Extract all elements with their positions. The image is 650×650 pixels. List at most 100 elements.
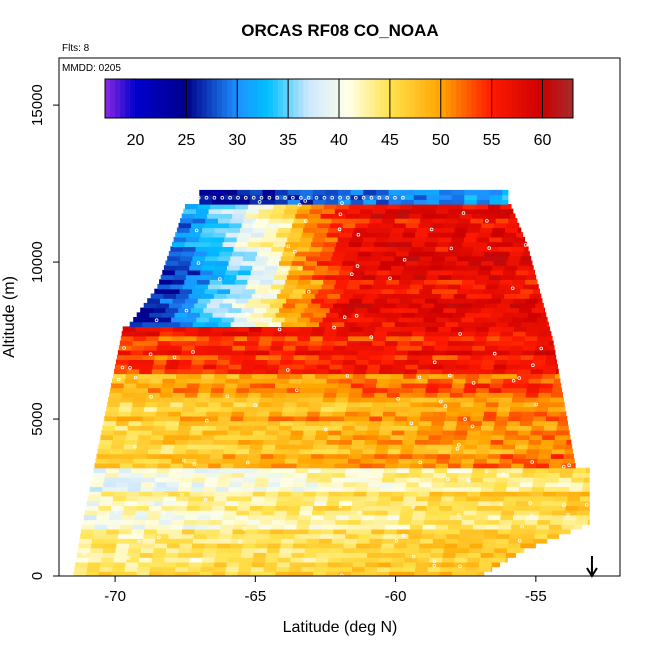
field-cell xyxy=(262,189,276,196)
field-cell xyxy=(342,260,356,266)
field-cell xyxy=(169,528,183,535)
field-cell xyxy=(420,321,434,327)
field-cell xyxy=(487,514,501,521)
field-cell xyxy=(315,557,329,563)
field-cell xyxy=(275,571,289,576)
sample-point xyxy=(172,355,177,360)
field-cell xyxy=(272,397,286,403)
field-cell xyxy=(433,533,447,539)
field-cell xyxy=(251,434,265,440)
field-cell xyxy=(390,373,404,379)
field-cell xyxy=(495,477,509,483)
field-cell xyxy=(271,524,285,530)
field-cell xyxy=(498,284,512,290)
field-cell xyxy=(177,430,191,436)
field-cell xyxy=(381,359,395,365)
field-cell xyxy=(180,354,194,360)
field-cell xyxy=(145,340,159,346)
field-cell xyxy=(436,519,450,525)
field-cell xyxy=(354,552,368,558)
sample-point xyxy=(411,504,416,509)
field-cell xyxy=(172,241,186,247)
field-cell xyxy=(212,312,226,318)
field-cell xyxy=(321,340,335,346)
field-cell xyxy=(331,255,345,262)
field-cell xyxy=(444,359,458,365)
field-cell xyxy=(396,251,410,257)
field-cell xyxy=(479,495,493,502)
field-cell xyxy=(405,425,419,431)
field-cell xyxy=(184,241,198,247)
field-cell xyxy=(516,232,524,238)
field-cell xyxy=(327,434,341,440)
colorbar-segment xyxy=(405,79,411,118)
field-cell xyxy=(512,241,526,247)
field-cell xyxy=(464,444,478,450)
field-cell xyxy=(187,312,201,318)
field-cell xyxy=(441,434,455,440)
field-cell xyxy=(200,500,214,506)
field-cell xyxy=(152,486,166,492)
field-cell xyxy=(486,397,500,403)
field-cell xyxy=(144,406,158,412)
field-cell xyxy=(375,274,389,280)
field-cell xyxy=(290,265,304,271)
field-cell xyxy=(271,401,285,408)
field-cell xyxy=(380,547,394,553)
field-cell xyxy=(242,359,256,365)
field-cell xyxy=(397,208,412,214)
field-cell xyxy=(114,425,129,431)
field-cell xyxy=(412,204,426,210)
field-cell xyxy=(292,481,306,488)
field-cell xyxy=(367,552,381,558)
field-cell xyxy=(193,350,207,356)
field-cell xyxy=(302,293,316,299)
colorbar-segment xyxy=(517,79,523,118)
field-cell xyxy=(206,472,220,478)
field-cell xyxy=(168,472,182,478)
field-cell xyxy=(86,566,101,572)
sample-point xyxy=(520,524,524,529)
field-cell xyxy=(219,528,234,535)
field-cell xyxy=(248,326,263,332)
field-cell xyxy=(358,528,372,535)
field-cell xyxy=(180,415,194,422)
field-cell xyxy=(308,467,322,473)
sample-point xyxy=(259,195,264,200)
field-cell xyxy=(111,571,125,576)
field-cell xyxy=(457,255,471,262)
field-cell xyxy=(389,232,403,238)
field-cell xyxy=(457,321,472,327)
sample-point xyxy=(369,195,374,200)
field-cell xyxy=(460,463,474,469)
field-cell xyxy=(415,434,430,440)
field-cell xyxy=(312,510,326,516)
sample-point xyxy=(567,463,571,468)
field-cell xyxy=(342,425,356,431)
field-cell xyxy=(162,566,176,572)
field-cell xyxy=(370,411,384,417)
field-cell xyxy=(297,519,311,525)
field-cell xyxy=(330,420,344,426)
field-cell xyxy=(291,552,305,558)
field-cell xyxy=(155,411,169,417)
field-cell xyxy=(118,467,132,473)
field-cell xyxy=(519,481,533,488)
field-cell xyxy=(308,406,322,412)
field-cell xyxy=(383,467,398,473)
field-cell xyxy=(295,528,309,535)
field-cell xyxy=(428,293,442,299)
field-cell xyxy=(181,213,195,219)
field-cell xyxy=(486,519,500,525)
y-tick-label: 5000 xyxy=(29,402,46,435)
field-cell xyxy=(527,382,541,389)
field-cell xyxy=(319,538,333,544)
field-cell xyxy=(87,561,101,568)
field-cell xyxy=(545,481,559,488)
field-cell xyxy=(120,397,134,403)
field-cell xyxy=(160,326,174,332)
field-cell xyxy=(168,350,182,356)
field-cell xyxy=(172,298,186,304)
field-cell xyxy=(507,481,521,488)
field-cell xyxy=(279,547,293,553)
